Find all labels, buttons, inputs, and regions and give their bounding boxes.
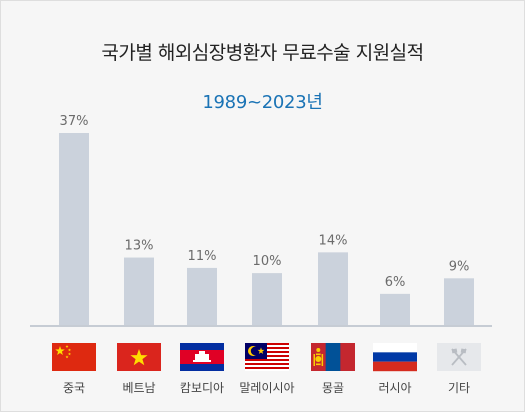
cambodia-flag-icon (180, 343, 224, 371)
value-label-5: 6% (385, 275, 406, 290)
bar-4 (318, 252, 348, 325)
bar-3 (252, 273, 282, 325)
value-label-0: 37% (60, 114, 89, 129)
category-label-2: 캄보디아 (180, 381, 224, 395)
category-label-1: 베트남 (122, 381, 155, 395)
malaysia-flag-icon (245, 343, 289, 372)
category-label-5: 러시아 (378, 381, 411, 395)
chart-subtitle: 1989~2023년 (202, 92, 323, 113)
vietnam-flag-icon (117, 343, 161, 371)
value-label-2: 11% (188, 249, 217, 264)
category-label-0: 중국 (63, 381, 85, 395)
value-label-1: 13% (125, 239, 154, 254)
other-flag-icon (437, 343, 481, 371)
bar-2 (187, 267, 217, 325)
value-label-3: 10% (253, 254, 282, 269)
value-label-6: 9% (449, 259, 470, 274)
category-label-4: 몽골 (322, 381, 344, 395)
bar-5 (380, 293, 410, 325)
mongolia-flag-icon (311, 343, 355, 371)
value-label-4: 14% (319, 233, 348, 248)
russia-flag-icon (373, 343, 417, 372)
bar-0 (59, 133, 89, 325)
chart-title: 국가별 해외심장병환자 무료수술 지원실적 (101, 42, 424, 64)
bar-6 (444, 278, 474, 325)
bar-1 (124, 257, 154, 325)
category-label-3: 말레이시아 (239, 381, 294, 395)
category-label-6: 기타 (448, 381, 470, 395)
china-flag-icon (52, 343, 96, 371)
